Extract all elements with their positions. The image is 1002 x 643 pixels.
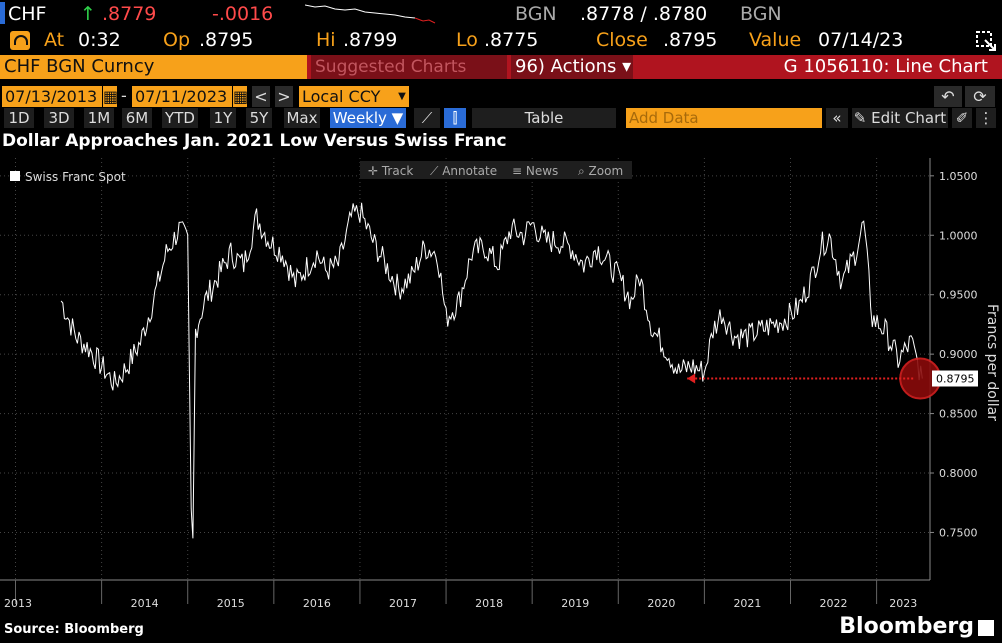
zoom-button[interactable]: ⌕ Zoom [578, 164, 623, 178]
settings-icon[interactable]: ✐ [952, 108, 972, 128]
y-tick-label: 0.7500 [939, 526, 978, 539]
start-date-input[interactable]: 07/13/2013 [2, 86, 102, 107]
range-5y-button[interactable]: 5Y [246, 108, 272, 128]
end-date-input[interactable]: 07/11/2023 [132, 86, 232, 107]
at-time: 0:32 [78, 29, 121, 51]
range-ytd-button[interactable]: YTD [162, 108, 198, 128]
calendar-icon[interactable]: ▦ [233, 86, 249, 107]
up-arrow-icon: ↑ [80, 3, 96, 25]
range-6m-button[interactable]: 6M [122, 108, 152, 128]
x-tick-label: 2014 [131, 597, 159, 610]
line-chart-icon[interactable]: ⟋ [414, 108, 440, 128]
x-tick-label: 2018 [475, 597, 503, 610]
op-value: .8795 [199, 29, 254, 51]
range-1d-button[interactable]: 1D [4, 108, 34, 128]
calendar-icon[interactable]: ▦ [103, 86, 119, 107]
op-label: Op [163, 29, 191, 51]
y-tick-label: 0.9000 [939, 348, 978, 361]
x-tick-label: 2023 [889, 597, 917, 610]
refresh-icon[interactable]: ⟳ [965, 86, 995, 107]
hi-value: .8799 [343, 29, 398, 51]
x-tick-label: 2013 [4, 597, 32, 610]
at-label: At [44, 29, 65, 51]
value-date: 07/14/23 [818, 29, 904, 51]
edit-chart-label: Edit Chart [871, 109, 947, 127]
lo-value: .8775 [484, 29, 539, 51]
arrow-head-icon [687, 373, 696, 384]
next-period-button[interactable]: > [275, 86, 293, 107]
range-max-button[interactable]: Max [284, 108, 320, 128]
price-change: -.0016 [212, 3, 274, 25]
legend-label: Swiss Franc Spot [25, 170, 126, 184]
actions-number: 96) [515, 56, 545, 77]
y-tick-label: 0.9500 [939, 289, 978, 302]
table-button[interactable]: Table [472, 108, 616, 128]
add-data-input[interactable]: Add Data [626, 108, 822, 128]
hi-label: Hi [316, 29, 336, 51]
pop-out-icon[interactable] [975, 30, 997, 52]
last-value-tag [932, 370, 978, 387]
series-line-swiss-franc-spot [60, 202, 923, 539]
y-tick-label: 1.0500 [939, 170, 978, 183]
y-tick-label: 0.8500 [939, 408, 978, 421]
lo-label: Lo [456, 29, 478, 51]
ask-source: BGN [740, 3, 782, 25]
chart-toolbar [360, 161, 632, 179]
last-value-label: 0.8795 [936, 373, 975, 386]
source-note: Source: Bloomberg [4, 622, 144, 637]
options-icon[interactable]: ⋮ [976, 108, 996, 128]
x-tick-label: 2017 [389, 597, 417, 610]
pencil-icon: ✎ [853, 109, 872, 127]
quote-header: CHF ↑ .8779 -.0016 BGN .8778 / .8780 BGN [0, 0, 1002, 28]
ticker-marker [0, 2, 5, 24]
close-label: Close [596, 29, 648, 51]
frequency-select[interactable]: Weekly ▼ [330, 108, 406, 128]
suggested-charts-button[interactable]: Suggested Charts [311, 55, 507, 79]
x-tick-label: 2021 [733, 597, 761, 610]
x-tick-label: 2019 [561, 597, 589, 610]
prev-period-button[interactable]: < [252, 86, 270, 107]
security-field[interactable]: CHF BGN Curncy [0, 55, 307, 79]
y-tick-label: 0.8000 [939, 467, 978, 480]
chevron-down-icon[interactable]: ▼ [395, 86, 409, 107]
y-tick-label: 1.0000 [939, 229, 978, 242]
date-separator: - [121, 86, 127, 105]
range-bar: 1D 3D 1M 6M YTD 1Y 5Y Max Weekly ▼ ⟋ ⫿ T… [0, 107, 1002, 129]
range-1m-button[interactable]: 1M [84, 108, 114, 128]
x-tick-label: 2020 [647, 597, 675, 610]
x-tick-label: 2016 [303, 597, 331, 610]
undo-icon[interactable]: ↶ [934, 86, 962, 107]
track-button[interactable]: ✛ Track [368, 164, 413, 178]
bid-ask: .8778 / .8780 [580, 3, 708, 25]
bid-source: BGN [515, 3, 557, 25]
gauge-icon [10, 31, 30, 50]
range-3d-button[interactable]: 3D [44, 108, 74, 128]
sparkline [305, 4, 436, 24]
function-title: G 1056110: Line Chart [783, 56, 988, 77]
ticker: CHF [8, 3, 47, 25]
date-bar: 07/13/2013 ▦ - 07/11/2023 ▦ < > Local CC… [0, 86, 1002, 107]
annotate-button[interactable]: ⟋ Annotate [430, 164, 497, 178]
last-price: .8779 [102, 3, 157, 25]
currency-select[interactable]: Local CCY [299, 86, 395, 107]
range-1y-button[interactable]: 1Y [210, 108, 236, 128]
quote-stats: At 0:32 Op .8795 Hi .8799 Lo .8775 Close… [0, 28, 1002, 54]
x-tick-label: 2015 [217, 597, 245, 610]
price-chart[interactable]: 1.0500 1.0000 0.9500 0.9000 0.8500 0.8000 0.75… [0, 156, 1002, 616]
y-axis-title: Francs per dollar [984, 304, 1000, 421]
close-value: .8795 [663, 29, 718, 51]
chart-title: Dollar Approaches Jan. 2021 Low Versus S… [2, 131, 507, 151]
news-button[interactable]: ≡ News [512, 164, 558, 178]
bloomberg-mark-icon [978, 620, 994, 636]
actions-label: Actions ▾ [550, 56, 632, 77]
value-label: Value [749, 29, 802, 51]
x-tick-label: 2022 [820, 597, 848, 610]
collapse-icon[interactable]: « [826, 108, 848, 128]
edit-chart-button[interactable]: ✎ Edit Chart [852, 108, 948, 128]
function-bar: CHF BGN Curncy Suggested Charts 96) Acti… [0, 55, 1002, 79]
actions-menu[interactable]: 96) Actions ▾ [511, 55, 633, 79]
legend-swatch [10, 171, 20, 181]
candlestick-icon[interactable]: ⫿ [444, 108, 466, 128]
bloomberg-logo: Bloomberg [839, 614, 974, 639]
